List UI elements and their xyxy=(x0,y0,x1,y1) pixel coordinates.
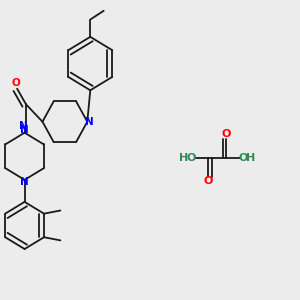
Text: N: N xyxy=(20,177,29,188)
Text: N: N xyxy=(85,117,94,127)
Text: H: H xyxy=(179,153,188,163)
Text: N: N xyxy=(19,122,28,131)
Text: H: H xyxy=(246,153,256,163)
Text: O: O xyxy=(221,129,231,139)
Text: O: O xyxy=(239,153,248,163)
Text: N: N xyxy=(20,125,29,135)
Text: O: O xyxy=(186,153,196,163)
Text: O: O xyxy=(203,176,213,186)
Text: O: O xyxy=(11,78,20,88)
